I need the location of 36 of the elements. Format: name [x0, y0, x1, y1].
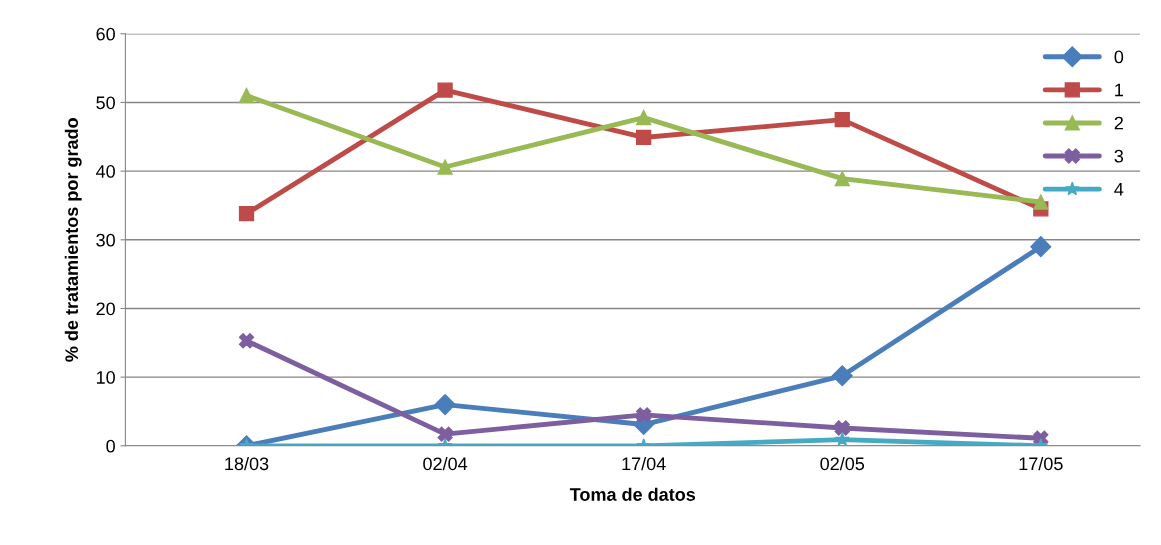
point	[434, 394, 456, 416]
x-tick-label: 17/05	[1019, 456, 1063, 471]
point	[437, 159, 453, 175]
x-tick-label: 17/04	[622, 456, 666, 471]
point	[636, 407, 652, 423]
point	[437, 426, 453, 442]
legend-label: 2	[1114, 116, 1123, 130]
point	[1033, 194, 1049, 210]
legend-label: 4	[1114, 183, 1124, 196]
legend-label: 1	[1115, 83, 1123, 97]
y-tick-label: 40	[96, 165, 115, 178]
y-tick-label: 0	[106, 439, 115, 453]
point	[834, 171, 850, 187]
x-tick-label: 18/03	[225, 456, 269, 471]
point	[1030, 236, 1052, 258]
point	[636, 129, 652, 146]
point	[238, 206, 255, 222]
x-axis-title: Toma de datos	[569, 487, 696, 501]
point	[636, 109, 652, 126]
y-tick-label: 10	[96, 371, 115, 384]
x-tick-label: 02/04	[423, 456, 468, 471]
y-tick-label: 50	[96, 96, 115, 110]
y-tick-label: 20	[96, 302, 115, 316]
legend-label: 3	[1114, 149, 1124, 163]
y-axis-title: % de tratamientos por grado	[64, 118, 82, 362]
x-tick-label: 02/05	[820, 456, 865, 471]
point	[238, 87, 255, 104]
legend-label: 0	[1114, 50, 1124, 64]
point	[437, 82, 453, 98]
y-tick-label: 30	[96, 233, 115, 247]
point	[238, 333, 255, 349]
point	[831, 365, 853, 387]
point	[834, 111, 850, 128]
y-tick-label: 60	[96, 27, 115, 41]
point	[834, 420, 850, 436]
point	[834, 431, 850, 446]
